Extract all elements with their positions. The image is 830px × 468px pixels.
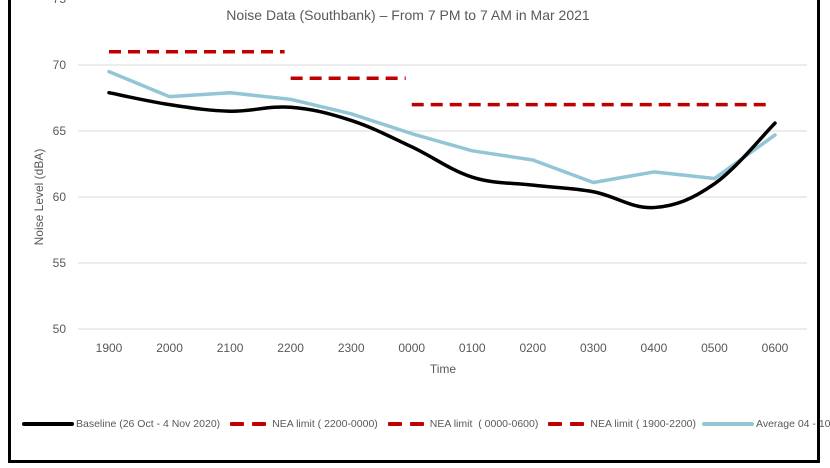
series-group bbox=[107, 50, 777, 210]
legend-label-nea-0000-0600: NEA limit ( 0000-0600) bbox=[429, 418, 539, 430]
y-tick-labels: 50 55 60 65 70 75 bbox=[53, 0, 67, 336]
gridlines bbox=[78, 64, 807, 330]
y-tick-60: 60 bbox=[53, 190, 67, 204]
chart-frame bbox=[8, 0, 820, 463]
legend-item-average[interactable]: Average 04 - 10 Mar bbox=[702, 418, 830, 430]
legend-item-nea-1900-2200[interactable]: NEA limit ( 1900-2200) bbox=[544, 418, 696, 430]
x-tick-1900: 1900 bbox=[96, 341, 123, 355]
series-baseline-26-oct-4-nov-2020 bbox=[107, 90, 777, 210]
y-tick-70: 70 bbox=[53, 58, 67, 72]
x-tick-0500: 0500 bbox=[701, 341, 728, 355]
legend-label-nea-1900-2200: NEA limit ( 1900-2200) bbox=[590, 418, 696, 430]
legend-item-nea-0000-0600[interactable]: NEA limit ( 0000-0600) bbox=[384, 418, 539, 430]
series-average-04-10-mar bbox=[107, 69, 777, 185]
x-tick-labels: 1900 2000 2100 2200 2300 0000 0100 0200 0300 0400… bbox=[96, 341, 789, 355]
x-tick-0300: 0300 bbox=[580, 341, 607, 355]
y-tick-75: 75 bbox=[53, 0, 67, 6]
y-axis-label: Noise Level (dBA) bbox=[32, 149, 46, 246]
x-axis-label: Time bbox=[430, 362, 457, 376]
legend-swatch-nea-0000-0600 bbox=[384, 419, 428, 429]
legend-item-baseline[interactable]: Baseline (26 Oct - 4 Nov 2020) bbox=[22, 418, 220, 430]
x-tick-2000: 2000 bbox=[156, 341, 183, 355]
x-tick-2100: 2100 bbox=[217, 341, 244, 355]
x-tick-0600: 0600 bbox=[762, 341, 789, 355]
legend-item-nea-2200-0000[interactable]: NEA limit ( 2200-0000) bbox=[226, 418, 378, 430]
legend-swatch-nea-1900-2200 bbox=[544, 419, 588, 429]
x-tick-0200: 0200 bbox=[519, 341, 546, 355]
x-tick-2200: 2200 bbox=[277, 341, 304, 355]
x-tick-2300: 2300 bbox=[338, 341, 365, 355]
x-tick-0400: 0400 bbox=[641, 341, 668, 355]
chart-title: Noise Data (Southbank) – From 7 PM to 7 … bbox=[226, 7, 590, 23]
y-tick-50: 50 bbox=[53, 322, 67, 336]
legend-label-average: Average 04 - 10 Mar bbox=[756, 418, 830, 430]
legend-swatch-nea-2200-0000 bbox=[226, 419, 270, 429]
x-tick-0000: 0000 bbox=[398, 341, 425, 355]
legend-swatch-average bbox=[702, 419, 754, 429]
legend-label-baseline: Baseline (26 Oct - 4 Nov 2020) bbox=[76, 418, 221, 430]
y-tick-55: 55 bbox=[53, 256, 67, 270]
legend: Baseline (26 Oct - 4 Nov 2020) NEA limit… bbox=[22, 418, 830, 430]
x-tick-0100: 0100 bbox=[459, 341, 486, 355]
legend-label-nea-2200-0000: NEA limit ( 2200-0000) bbox=[272, 418, 378, 430]
legend-swatch-baseline bbox=[22, 419, 74, 429]
y-tick-65: 65 bbox=[53, 124, 67, 138]
